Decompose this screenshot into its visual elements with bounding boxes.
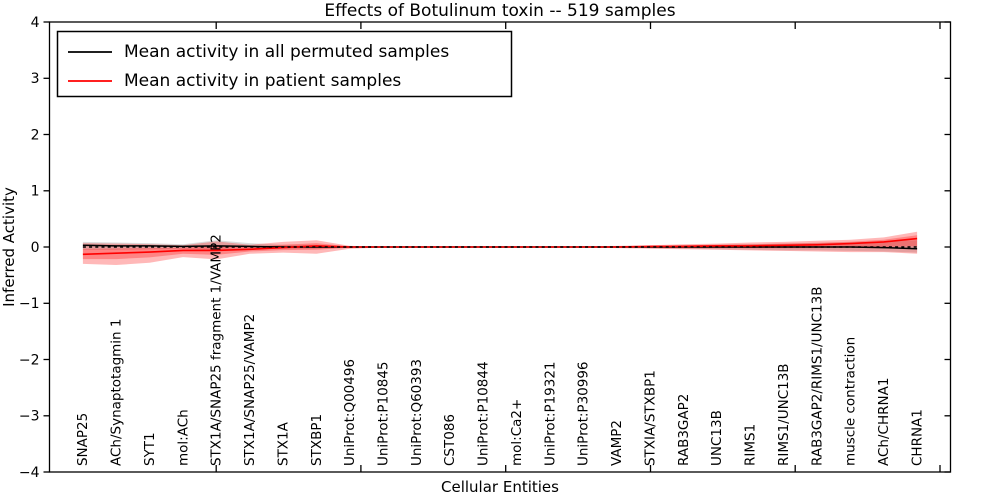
y-tick-label: 0: [31, 240, 40, 256]
chart-title: Effects of Botulinum toxin -- 519 sample…: [324, 1, 675, 21]
x-category-label: UniProt:P10845: [376, 361, 392, 466]
x-category-label: muscle contraction: [843, 337, 859, 466]
y-tick-label: 2: [31, 127, 40, 143]
x-category-label: UniProt:P10844: [476, 361, 492, 466]
x-category-label: RAB3GAP2: [676, 394, 692, 466]
x-category-label: mol:Ca2+: [509, 399, 525, 466]
x-category-label: STXIA/STXBP1: [643, 370, 659, 466]
y-tick-label: −3: [19, 409, 40, 425]
x-category-label: UniProt:Q60393: [409, 359, 425, 466]
y-tick-label: −4: [19, 465, 40, 481]
x-category-label: UniProt:Q00496: [342, 359, 358, 466]
x-category-labels: SNAP25 ACh/Synaptotagmin 1 SYT1 mol:ACh STX1…: [75, 234, 925, 466]
x-category-label: RAB3GAP2/RIMS1/UNC13B: [809, 287, 825, 466]
x-category-label: SNAP25: [75, 413, 91, 466]
x-category-label: RIMS1/UNC13B: [776, 363, 792, 466]
y-tick-label: 4: [31, 15, 40, 31]
x-category-label: STXBP1: [309, 414, 325, 466]
x-category-label: STX1A/SNAP25/VAMP2: [242, 314, 258, 466]
y-tick-label: 1: [31, 184, 40, 200]
x-category-label: UNC13B: [709, 410, 725, 466]
axis-ticks: [43, 21, 951, 473]
x-category-label: RIMS1: [743, 424, 759, 466]
legend-label-patient: Mean activity in patient samples: [124, 71, 401, 91]
x-axis-label: Cellular Entities: [441, 478, 559, 496]
x-category-label: CST086: [442, 414, 458, 466]
x-category-label: ACh/Synaptotagmin 1: [109, 318, 125, 466]
y-tick-label: −2: [19, 352, 40, 368]
y-axis-label: Inferred Activity: [0, 187, 18, 307]
x-category-label: UniProt:P30996: [576, 361, 592, 466]
legend-box: [56, 30, 513, 98]
x-category-label: STX1A/SNAP25 fragment 1/VAMP2: [209, 234, 225, 466]
x-category-label: VAMP2: [609, 420, 625, 466]
x-category-label: CHRNA1: [909, 409, 925, 466]
plot-frame: [48, 21, 952, 473]
x-category-label: UniProt:P19321: [542, 361, 558, 466]
x-category-label: STX1A: [275, 421, 291, 466]
band-patient: [82, 231, 918, 265]
y-tick-label: −1: [19, 296, 40, 312]
y-tick-label: 3: [31, 71, 40, 87]
legend-label-permuted: Mean activity in all permuted samples: [124, 42, 449, 62]
x-category-label: SYT1: [142, 432, 158, 466]
legend: Mean activity in all permuted samples Me…: [56, 30, 513, 98]
series-lines: [82, 237, 918, 256]
x-category-label: mol:ACh: [175, 409, 191, 466]
y-tick-labels: −4 −3 −2 −1 0 1 2 3 4: [19, 15, 40, 481]
x-category-label: ACh/CHRNA1: [876, 378, 892, 466]
